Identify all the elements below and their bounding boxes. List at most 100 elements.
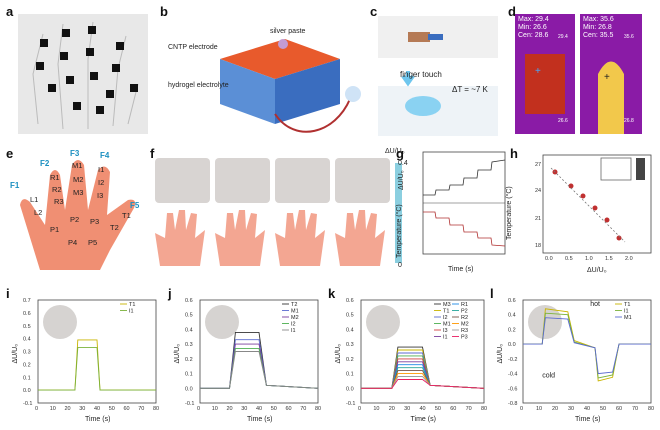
legend-label: I1 xyxy=(129,309,134,315)
x-tick-label: 60 xyxy=(616,406,622,412)
x-tick-label: 0 xyxy=(358,406,361,412)
y-tick-label: 0.0 xyxy=(346,386,354,392)
y-tick-label: 0.6 xyxy=(185,298,193,304)
series-line-m1 xyxy=(523,317,651,375)
h-ylabel: Temperature (°C) xyxy=(506,186,513,240)
label-delta-t: ΔT = ~7 K xyxy=(452,85,488,94)
point-l1: L1 xyxy=(30,195,38,204)
x-tick-label: 0 xyxy=(35,406,38,412)
series-line-i2 xyxy=(200,348,319,389)
legend-label: M2 xyxy=(291,315,299,321)
x-tick-label: 60 xyxy=(124,406,130,412)
d-left-cen: Cen: 28.6 xyxy=(518,32,549,39)
thermal-right: + xyxy=(580,14,642,134)
point-p2: P2 xyxy=(70,215,79,224)
svg-text:+: + xyxy=(604,72,610,83)
y-tick-label: 0.5 xyxy=(185,313,193,319)
chart-k: 0 10 20 30 40 50 60 70 80 -0.1 0.0 0.1 0.2 0.3 0.4 0.5 0… xyxy=(335,298,487,423)
series-line-i1 xyxy=(38,347,156,391)
x-tick-label: 10 xyxy=(536,406,542,412)
finger-label-f5: F5 xyxy=(130,201,140,210)
y-tick-label: 0.1 xyxy=(185,372,193,378)
point-p3: P3 xyxy=(90,217,99,226)
finger-label-f2: F2 xyxy=(40,159,50,168)
g-plot xyxy=(422,151,506,255)
colorbar xyxy=(395,163,402,263)
device-schematic xyxy=(220,39,361,133)
h-plot: 27 24 21 18 0.0 0.5 1.0 1.5 2.0 ΔU/U₀ xyxy=(535,154,652,274)
plot-frame xyxy=(360,299,485,404)
x-tick-label: 80 xyxy=(315,406,321,412)
y-tick-label: -0.1 xyxy=(23,401,32,407)
x-tick-label: 50 xyxy=(435,406,441,412)
x-tick-label: 20 xyxy=(389,406,395,412)
y-tick-label: 0.0 xyxy=(23,388,31,394)
point-l2: L2 xyxy=(34,208,42,217)
svg-text:18: 18 xyxy=(535,243,541,249)
plot-frame xyxy=(522,299,652,404)
y-tick-label: 0.2 xyxy=(508,327,516,333)
point-p4: P4 xyxy=(68,238,77,247)
y-tick-label: 0.0 xyxy=(508,342,516,348)
legend-label: R2 xyxy=(461,315,468,321)
y-tick-label: 0.4 xyxy=(23,337,31,343)
y-axis-label: ΔU/U₀ xyxy=(335,344,342,364)
x-tick-label: 30 xyxy=(568,406,574,412)
panel-label-j: j xyxy=(168,286,172,301)
panel-label-e: e xyxy=(6,146,14,161)
y-tick-label: 0.6 xyxy=(508,298,516,304)
chart-l: 0 10 20 30 40 50 60 70 80 -0.8 -0.6 -0.4 -0.2 0.0 0.2 0… xyxy=(497,298,654,423)
legend-label: T1 xyxy=(443,309,449,315)
y-tick-label: 0.6 xyxy=(346,298,354,304)
legend-label: I2 xyxy=(291,322,296,328)
d-left-max: Max: 29.4 xyxy=(518,16,549,23)
chart-i: 0 10 20 30 40 50 60 70 80 -0.1 0.0 0.1 0.2 0.3 0.4 0.5 0… xyxy=(12,298,159,423)
svg-text:1.0: 1.0 xyxy=(585,256,593,262)
d-left-min: Min: 26.6 xyxy=(518,24,547,31)
label-cntp-electrode: CNTP electrode xyxy=(168,44,218,51)
y-tick-label: 0.3 xyxy=(23,350,31,356)
x-tick-label: 0 xyxy=(197,406,200,412)
series-line-i1 xyxy=(200,351,319,389)
y-tick-label: 0.4 xyxy=(508,313,516,319)
point-r1: R1 xyxy=(50,173,60,182)
x-tick-label: 70 xyxy=(632,406,638,412)
inset-photo xyxy=(205,305,239,339)
legend-label: M1 xyxy=(624,315,632,321)
snowflake-icon xyxy=(345,86,361,102)
legend-label: T2 xyxy=(291,302,297,308)
x-tick-label: 10 xyxy=(373,406,379,412)
point-m2: M2 xyxy=(73,175,83,184)
g-xlabel: Time (s) xyxy=(448,266,474,273)
y-tick-label: -0.2 xyxy=(508,357,517,363)
colorbar-title: ΔU/U₀ xyxy=(385,148,405,155)
y-tick-label: 0.3 xyxy=(346,342,354,348)
y-tick-label: -0.1 xyxy=(185,401,194,407)
d-right-min: Min: 26.8 xyxy=(583,24,612,31)
y-tick-label: 0.5 xyxy=(23,324,31,330)
svg-text:21: 21 xyxy=(535,216,541,222)
panel-label-a: a xyxy=(6,4,14,19)
x-tick-label: 70 xyxy=(138,406,144,412)
x-tick-label: 80 xyxy=(648,406,654,412)
series-line-p3 xyxy=(361,379,485,389)
y-tick-label: 0.4 xyxy=(346,327,354,333)
panel-label-h: h xyxy=(510,146,518,161)
x-tick-label: 70 xyxy=(466,406,472,412)
legend-label: M1 xyxy=(291,309,299,315)
y-tick-label: 0.3 xyxy=(185,342,193,348)
colorbar-bot: 0 xyxy=(398,262,402,269)
d-right-max: Max: 35.6 xyxy=(583,16,614,23)
colorbar-top: 0.4 xyxy=(398,160,408,167)
x-tick-label: 20 xyxy=(227,406,233,412)
panel-label-c: c xyxy=(370,4,378,19)
glove-photo xyxy=(18,14,148,134)
x-tick-label: 60 xyxy=(286,406,292,412)
label-silver-paste: silver paste xyxy=(270,28,306,35)
x-tick-label: 10 xyxy=(212,406,218,412)
series-line-m1 xyxy=(361,355,485,389)
legend-label: M2 xyxy=(461,322,469,328)
point-t2: T2 xyxy=(110,223,119,232)
x-tick-label: 80 xyxy=(481,406,487,412)
point-i2: I2 xyxy=(98,178,104,187)
